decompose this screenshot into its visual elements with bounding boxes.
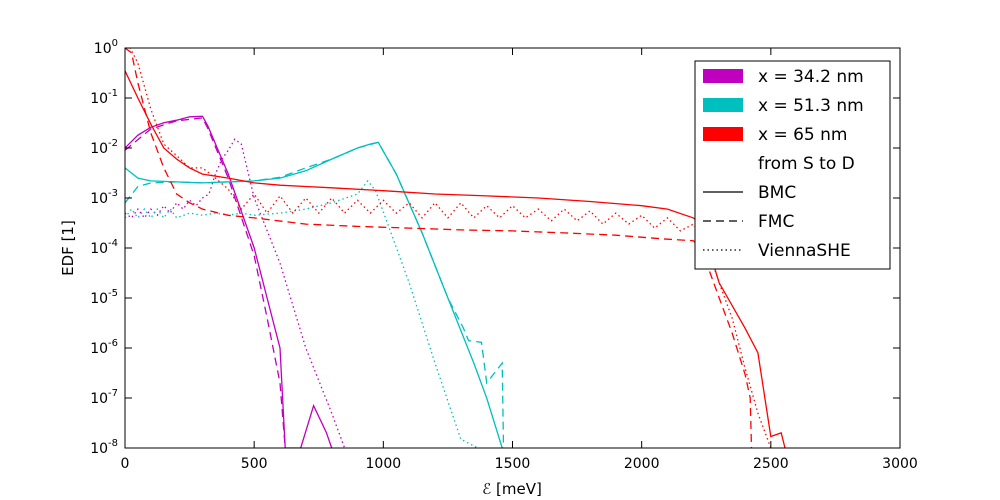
- series-line-6: [125, 70, 786, 448]
- y-tick-exponent: -1: [108, 88, 118, 99]
- series-layer: [125, 48, 786, 448]
- tick-layer: 0 500 1000 1500 2000 2500 300010-810-710-610-5…: [90, 38, 918, 472]
- y-tick-base: 10: [90, 441, 108, 457]
- y-tick-exponent: -2: [108, 138, 118, 149]
- y-tick-base: 10: [90, 391, 108, 407]
- series-line-2: [125, 138, 346, 448]
- series-line-0: [125, 115, 333, 448]
- x-tick-label: 2000: [624, 456, 660, 472]
- y-tick-exponent: 0: [112, 38, 118, 49]
- x-axis-label: ℰ [meV]: [482, 480, 542, 498]
- y-tick-label: 10-5: [90, 288, 118, 307]
- x-tick-label: 1500: [495, 456, 531, 472]
- series-line-1: [125, 117, 286, 448]
- y-tick-label: 100: [94, 38, 118, 57]
- y-tick-base: 10: [90, 341, 108, 357]
- series-line-8: [125, 48, 772, 448]
- y-tick-label: 10-1: [90, 88, 118, 107]
- legend-label: from S to D: [758, 154, 855, 174]
- legend: x = 34.2 nm x = 51.3 nm x = 65 nm from S to…: [694, 60, 891, 270]
- series-line-7: [125, 48, 753, 448]
- y-tick-exponent: -7: [108, 388, 118, 399]
- y-tick-base: 10: [90, 141, 108, 157]
- legend-box: [694, 60, 891, 270]
- legend-label: x = 51.3 nm: [758, 96, 864, 116]
- y-tick-label: 10-7: [90, 388, 118, 407]
- legend-label: ViennaSHE: [758, 241, 851, 261]
- legend-label: x = 65 nm: [758, 125, 847, 145]
- y-tick-base: 10: [94, 41, 112, 57]
- y-tick-label: 10-3: [90, 188, 118, 207]
- y-tick-label: 10-6: [90, 338, 118, 357]
- legend-swatch: [703, 69, 743, 83]
- x-tick-label: 1000: [366, 456, 402, 472]
- y-tick-label: 10-2: [90, 138, 118, 157]
- legend-swatch: [703, 127, 743, 141]
- y-tick-base: 10: [90, 191, 108, 207]
- series-line-4: [125, 141, 505, 448]
- legend-swatch: [703, 98, 743, 112]
- y-tick-base: 10: [90, 291, 108, 307]
- y-axis-label: EDF [1]: [59, 220, 77, 276]
- series-line-3: [125, 141, 504, 448]
- y-tick-exponent: -5: [108, 288, 118, 299]
- x-tick-label: 500: [241, 456, 268, 472]
- x-tick-label: 2500: [753, 456, 789, 472]
- legend-label: FMC: [758, 212, 794, 232]
- series-line-5: [125, 179, 478, 448]
- legend-label: x = 34.2 nm: [758, 67, 864, 87]
- y-tick-label: 10-4: [90, 238, 118, 257]
- legend-label: BMC: [758, 183, 796, 203]
- x-tick-label: 0: [121, 456, 130, 472]
- y-tick-exponent: -4: [108, 238, 118, 249]
- y-tick-base: 10: [90, 91, 108, 107]
- y-tick-exponent: -6: [108, 338, 118, 349]
- y-tick-exponent: -8: [108, 438, 118, 449]
- y-tick-label: 10-8: [90, 438, 118, 457]
- y-tick-base: 10: [90, 241, 108, 257]
- x-tick-label: 3000: [882, 456, 918, 472]
- y-tick-exponent: -3: [108, 188, 118, 199]
